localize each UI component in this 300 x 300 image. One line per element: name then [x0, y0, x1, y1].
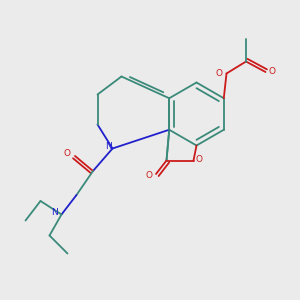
- Text: N: N: [52, 208, 58, 217]
- Text: O: O: [215, 69, 223, 78]
- Text: O: O: [268, 68, 276, 76]
- Text: O: O: [64, 148, 71, 158]
- Text: N: N: [106, 142, 112, 151]
- Text: O: O: [195, 154, 203, 164]
- Text: O: O: [145, 171, 152, 180]
